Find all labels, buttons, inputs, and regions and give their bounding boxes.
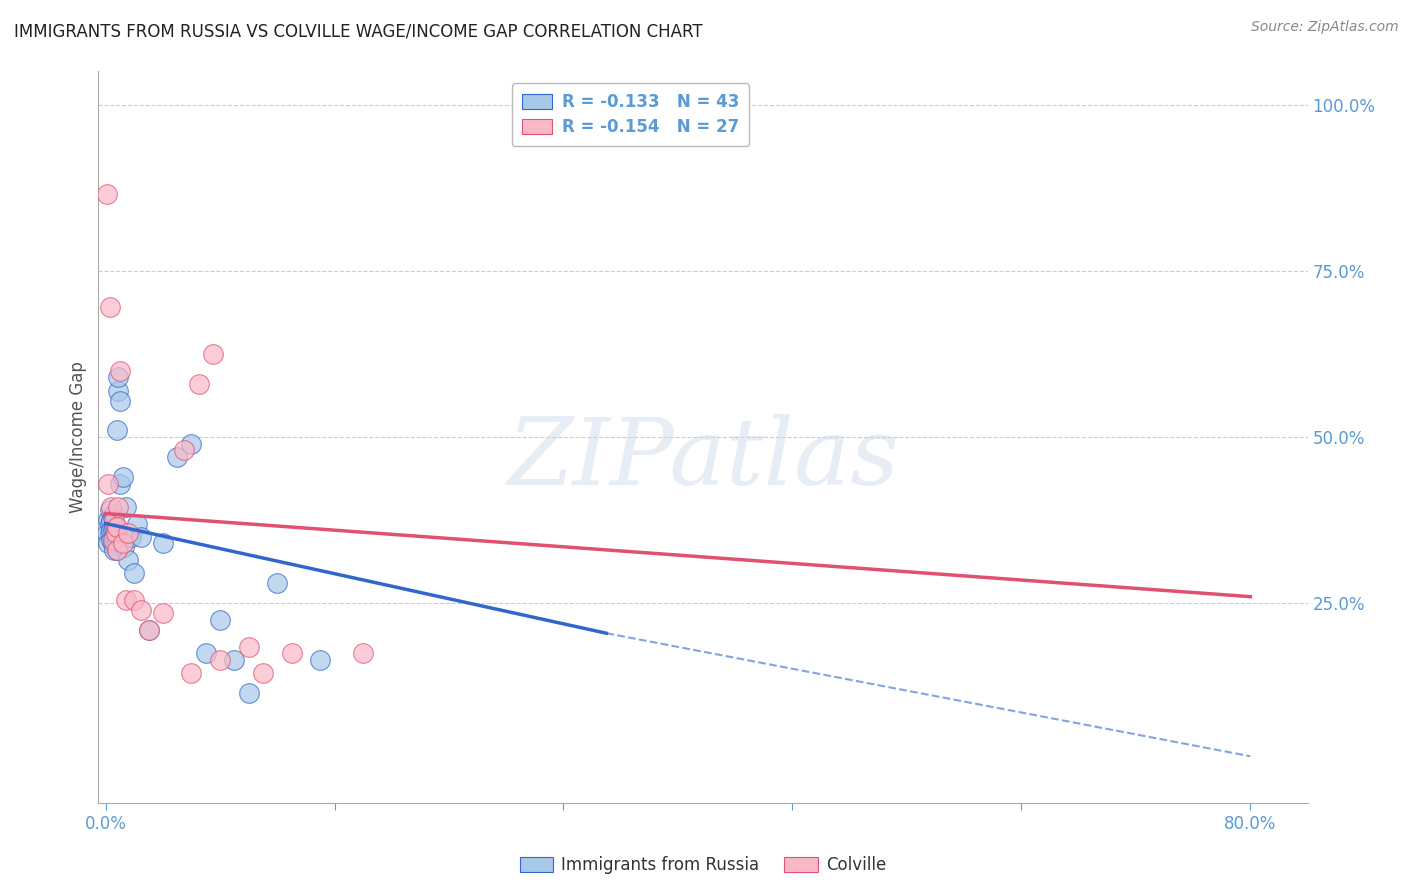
Legend: Immigrants from Russia, Colville: Immigrants from Russia, Colville [513,850,893,881]
Point [117,553,139,567]
Point [180,666,202,681]
Point [103,520,125,534]
Point [105,543,128,558]
Point [98,301,121,315]
Point [309,653,332,667]
Point [97,513,120,527]
Point [224,653,246,667]
Point [101,533,124,548]
Point [107,370,129,384]
Point [111,536,134,550]
Point [103,513,125,527]
Point [238,686,260,700]
Text: Source: ZipAtlas.com: Source: ZipAtlas.com [1251,20,1399,34]
Point [194,646,217,660]
Point [100,523,122,537]
Point [152,536,174,550]
Point [180,436,202,450]
Point [100,533,122,548]
Point [114,500,136,514]
Point [112,540,135,554]
Point [111,470,134,484]
Point [120,530,142,544]
Point [100,500,122,514]
Point [97,536,120,550]
Point [104,533,127,548]
Point [138,623,160,637]
Point [107,500,129,514]
Point [280,646,302,660]
Point [166,450,188,464]
Point [152,607,174,621]
Text: ZIPatlas: ZIPatlas [508,414,898,504]
Point [108,363,131,377]
Point [97,476,120,491]
Point [105,424,128,438]
Point [105,530,128,544]
Point [114,593,136,607]
Point [187,376,209,391]
Point [100,513,122,527]
Point [98,526,121,541]
Point [252,666,274,681]
Point [98,516,121,531]
Point [352,646,374,660]
Point [101,523,124,537]
Point [108,393,131,408]
Point [108,476,131,491]
Point [103,543,125,558]
Point [96,526,118,541]
Point [107,384,129,398]
Text: IMMIGRANTS FROM RUSSIA VS COLVILLE WAGE/INCOME GAP CORRELATION CHART: IMMIGRANTS FROM RUSSIA VS COLVILLE WAGE/… [14,22,703,40]
Point [101,536,124,550]
Point [125,516,148,531]
Point [117,526,139,541]
Point [209,653,232,667]
Point [105,520,128,534]
Point [138,623,160,637]
Point [101,509,124,524]
Point [266,576,288,591]
Point [122,566,145,581]
Point [122,593,145,607]
Point [131,603,153,617]
Point [173,443,195,458]
Point [238,640,260,654]
Legend: R = -0.133   N = 43, R = -0.154   N = 27: R = -0.133 N = 43, R = -0.154 N = 27 [512,83,749,146]
Point [104,520,127,534]
Point [96,187,118,202]
Point [209,613,232,627]
Point [103,507,125,521]
Point [105,543,128,558]
Point [104,526,127,541]
Point [98,503,121,517]
Y-axis label: Wage/Income Gap: Wage/Income Gap [69,361,87,513]
Point [103,530,125,544]
Point [201,347,224,361]
Point [131,530,153,544]
